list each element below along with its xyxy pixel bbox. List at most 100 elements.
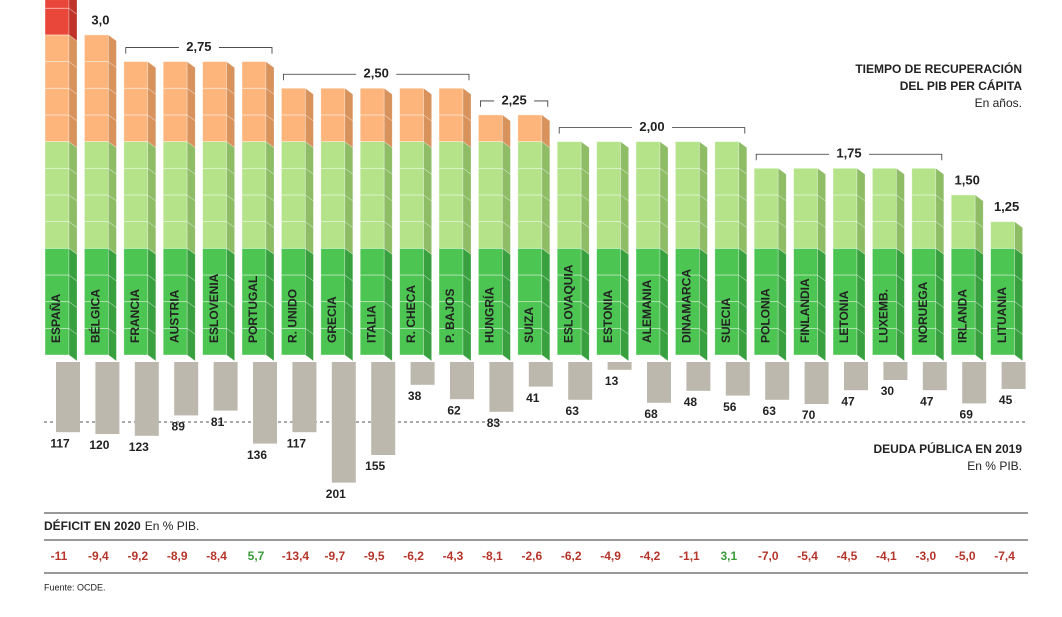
block-front [832,327,858,356]
debt-bar [804,362,829,404]
block-side [935,167,945,202]
recovery-column [162,60,196,362]
debt-bar [647,362,671,403]
block-side [974,327,984,362]
block-front [477,141,503,169]
block-front [556,141,582,169]
block-side [226,221,235,255]
block-side [541,274,551,309]
block-side [738,221,748,255]
debt-label: 117 [287,436,307,450]
block-front [84,194,109,223]
block-front [517,194,543,223]
block-front [241,194,267,223]
recovery-column [438,87,472,362]
debt-label: 123 [129,440,149,454]
debt-bar [962,362,987,404]
block-side [659,194,669,229]
block-side [186,60,196,95]
block-front [320,141,346,169]
block-front [832,221,858,249]
block-front [793,194,818,223]
block-side [186,87,196,122]
block-side [738,167,748,202]
block-side [226,247,235,282]
block-front [320,247,346,276]
block-side [1014,327,1023,362]
block-front [753,327,779,356]
deficit-label: -11 [51,549,68,563]
deficit-label: -4,1 [876,549,897,563]
block-front [359,87,385,116]
debt-title: DEUDA PÚBLICA EN 2019 [874,441,1023,456]
block-front [202,61,228,89]
recovery-column [44,0,78,362]
deficit-label: -6,2 [403,549,424,563]
block-front [320,221,346,249]
block-side [147,221,157,255]
block-front [556,194,582,223]
block-front [44,0,70,9]
block-side [147,87,157,122]
debt-label: 81 [211,415,225,429]
block-front [635,327,661,356]
block-front [399,114,425,143]
block-front [241,114,267,143]
block-side [226,141,235,175]
block-front [280,87,306,116]
block-front [202,247,228,276]
block-side [777,301,787,335]
block-side [935,327,945,362]
block-side [1014,247,1023,282]
block-front [950,221,976,249]
debt-label: 47 [920,394,934,408]
block-side [541,247,551,282]
country-label: ESPAÑA [48,294,63,343]
block-front [123,87,149,116]
block-front [123,301,149,329]
block-side [777,221,787,255]
deficit-label: -9,4 [88,549,109,563]
group-label: 3,0 [91,12,109,27]
block-side [580,221,590,255]
debt-label: 89 [172,420,186,434]
block-side [620,141,629,175]
block-front [44,114,70,143]
block-side [620,247,629,282]
block-side [974,247,984,282]
block-front [44,87,70,116]
block-front [123,114,149,143]
block-side [856,247,866,282]
block-front [793,167,818,196]
block-front [399,87,425,116]
block-front [477,221,503,249]
deficit-label: -5,4 [797,549,818,563]
block-front [44,141,70,169]
block-side [896,167,905,202]
block-side [226,87,235,122]
block-front [990,221,1015,249]
block-side [1014,274,1023,309]
block-front [84,221,109,249]
block-front [280,327,306,356]
block-front [162,61,188,89]
block-front [280,221,306,249]
block-front [517,114,543,143]
block-side [186,167,196,202]
block-side [896,274,905,309]
block-side [541,301,551,335]
debt-label: 47 [841,394,855,408]
country-label: SUECIA [719,297,733,343]
debt-label: 63 [763,404,777,418]
block-side [817,167,826,202]
block-side [856,274,866,309]
group-label: 2,25 [501,92,526,107]
block-side [620,221,629,255]
block-front [714,247,740,276]
block-side [186,141,196,175]
block-front [399,247,425,276]
block-front [162,221,188,249]
group-label: 2,75 [186,39,211,54]
country-label: P. BAJOS [443,289,457,343]
recovery-column [714,141,748,362]
